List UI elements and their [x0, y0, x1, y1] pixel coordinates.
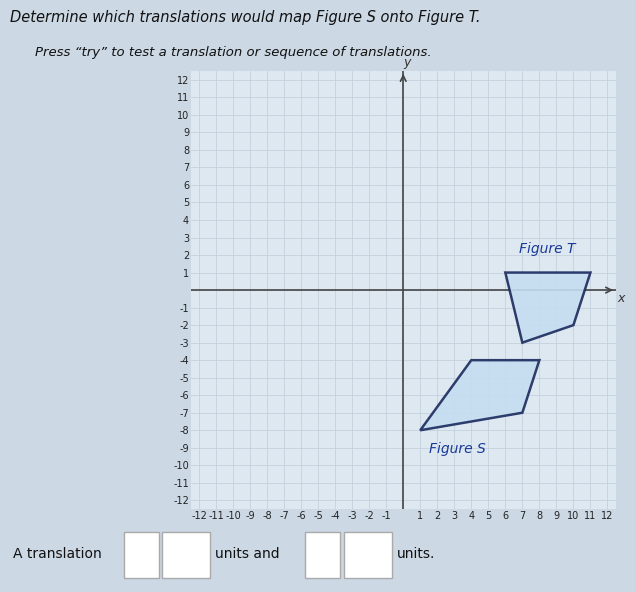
Text: y: y [404, 56, 411, 69]
FancyBboxPatch shape [162, 532, 210, 578]
FancyBboxPatch shape [305, 532, 340, 578]
Text: Press “try” to test a translation or sequence of translations.: Press “try” to test a translation or seq… [35, 46, 432, 59]
Text: ∨: ∨ [137, 549, 145, 558]
Text: units and: units and [215, 546, 279, 561]
Text: A translation: A translation [13, 546, 102, 561]
Text: Figure S: Figure S [429, 442, 486, 456]
Text: ∨: ∨ [318, 549, 326, 558]
FancyBboxPatch shape [124, 532, 159, 578]
Text: units.: units. [397, 546, 435, 561]
FancyBboxPatch shape [344, 532, 392, 578]
Text: x: x [618, 292, 625, 305]
Text: Determine which translations would map Figure S onto Figure T.: Determine which translations would map F… [10, 9, 480, 25]
Polygon shape [420, 360, 539, 430]
Text: Figure T: Figure T [519, 242, 575, 256]
Polygon shape [505, 272, 591, 343]
